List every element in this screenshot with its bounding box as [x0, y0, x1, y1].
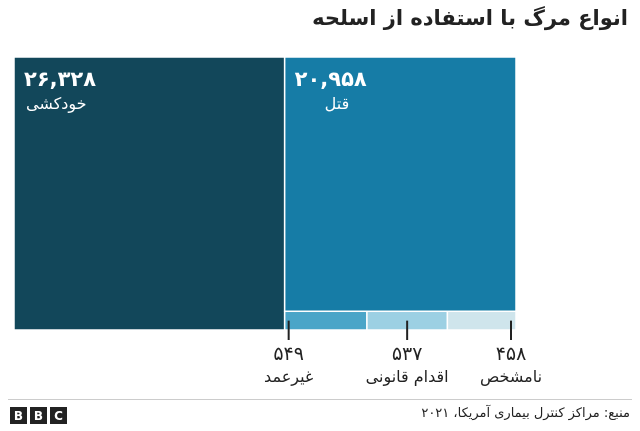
block-value-label: ۲۰,۹۵۸	[295, 67, 367, 91]
treemap-block-5	[446, 310, 517, 331]
footer-divider	[8, 399, 632, 400]
bbc-logo-letter-b2: B	[30, 407, 47, 424]
block-value-label: ۲۶,۳۲۸	[24, 67, 96, 91]
small-block-category-label: غیرعمد	[264, 367, 313, 387]
source-note: منبع: مراکز کنترل بیماری آمریکا، ۲۰۲۱	[421, 406, 630, 421]
chart-title: انواع مرگ با استفاده از اسلحه	[312, 6, 628, 30]
small-block-value-label: ۵۳۷	[392, 343, 423, 365]
small-block-value-label: ۴۵۸	[496, 343, 527, 365]
bbc-logo-letter-b1: B	[10, 407, 27, 424]
small-block-category-label: نامشخص	[480, 367, 542, 387]
bbc-logo: B B C	[10, 407, 67, 424]
block-category-label: خودکشی	[26, 94, 87, 114]
treemap-block-1	[13, 56, 286, 331]
bbc-logo-letter-c: C	[50, 407, 67, 424]
block-category-label: قتل	[325, 94, 350, 113]
treemap-block-3	[283, 310, 368, 331]
treemap-block-2	[283, 56, 517, 313]
small-block-value-label: ۵۴۹	[273, 343, 304, 365]
small-block-category-label: اقدام قانونی	[366, 367, 449, 387]
